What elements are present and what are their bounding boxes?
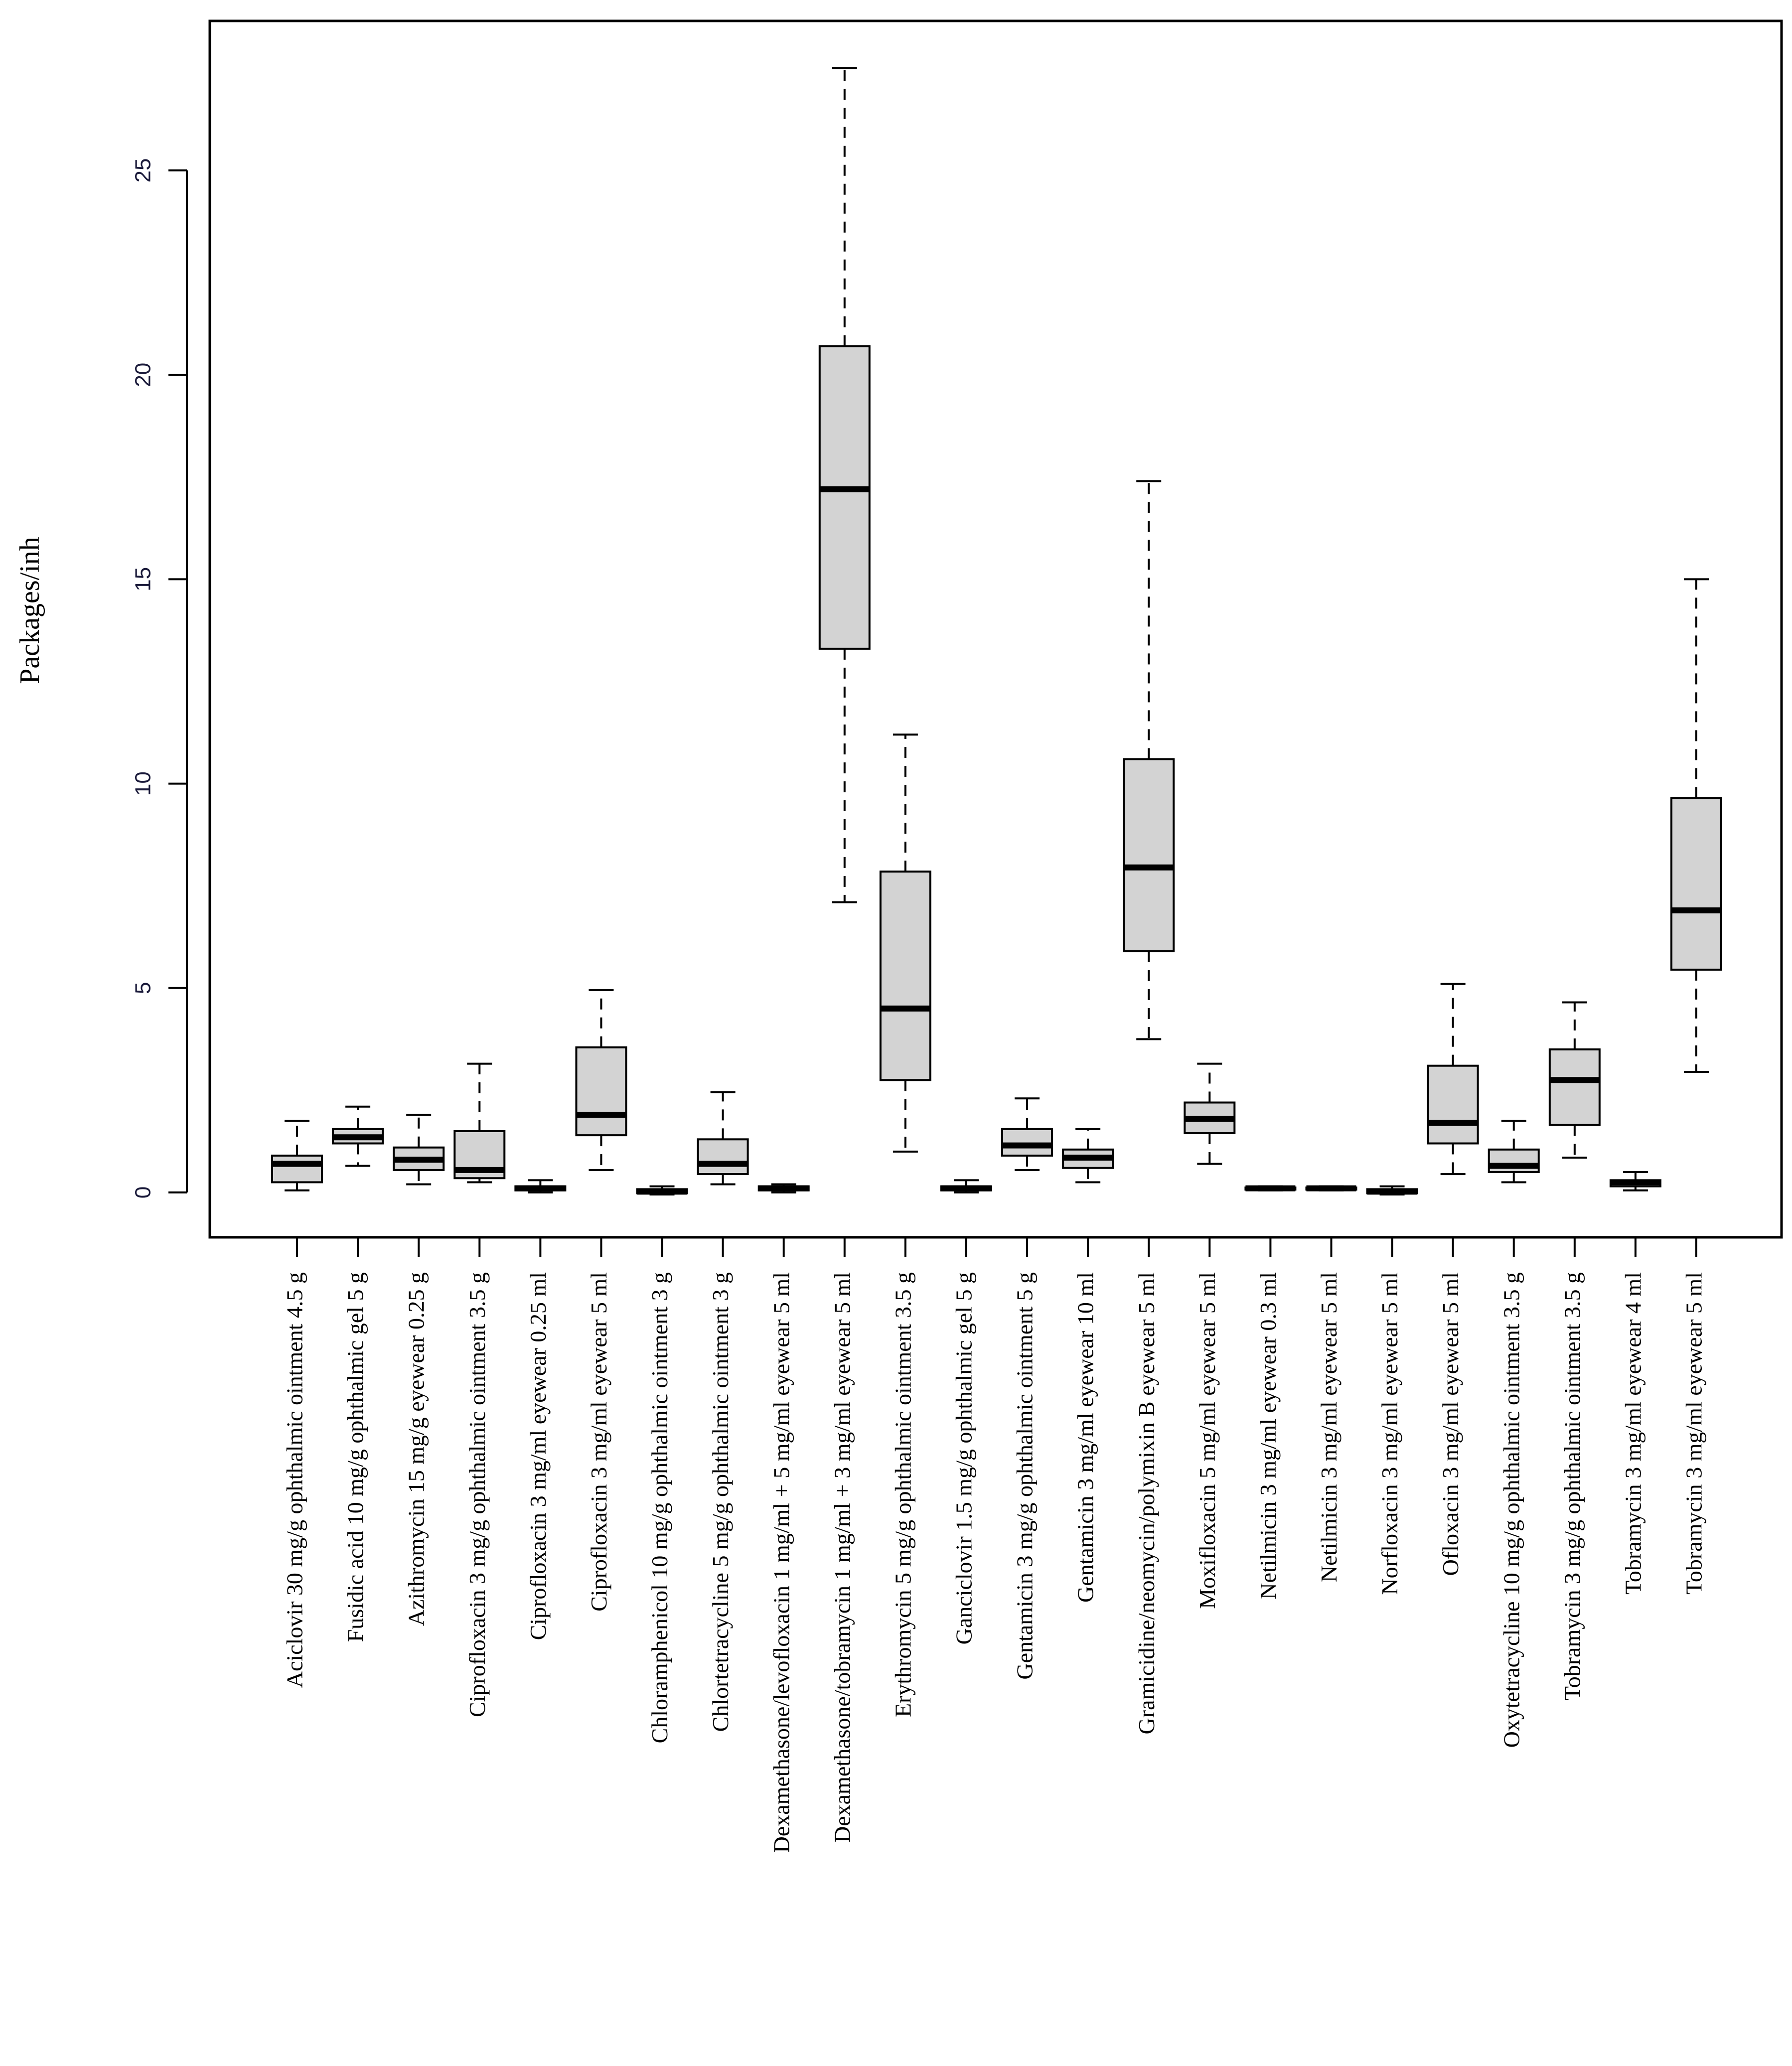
plot-frame bbox=[208, 19, 1783, 1239]
y-tick-label: 20 bbox=[131, 363, 155, 387]
y-tick-label: 25 bbox=[131, 158, 155, 183]
box-group bbox=[879, 734, 931, 1153]
box-group bbox=[697, 1091, 749, 1185]
iqr-box bbox=[1001, 1128, 1053, 1157]
iqr-box bbox=[879, 870, 931, 1081]
x-tick-label: Chlortetracycline 5 mg/g ophthalmic oint… bbox=[708, 1272, 733, 1732]
box-group bbox=[271, 1120, 323, 1191]
iqr-box bbox=[271, 1155, 323, 1183]
iqr-box bbox=[1123, 758, 1175, 952]
iqr-box bbox=[1548, 1048, 1601, 1126]
x-tick-label: Ciprofloxacin 3 mg/ml eyewear 5 ml bbox=[586, 1272, 611, 1612]
box-group bbox=[636, 1185, 688, 1196]
x-tick-label: Dexamethasone/levofloxacin 1 mg/ml + 5 m… bbox=[768, 1272, 794, 1853]
x-tick-label: Dexamethasone/tobramycin 1 mg/ml + 3 mg/… bbox=[829, 1272, 855, 1843]
iqr-box bbox=[575, 1046, 627, 1137]
x-tick-label: Ofloxacin 3 mg/ml eyewear 5 ml bbox=[1438, 1272, 1463, 1576]
box-group bbox=[1305, 1185, 1357, 1191]
x-tick-label: Netilmicin 3 mg/ml eyewear 0.3 ml bbox=[1255, 1272, 1281, 1600]
box-group bbox=[1244, 1185, 1297, 1191]
x-tick-label: Chloramphenicol 10 mg/g ophthalmic ointm… bbox=[647, 1272, 672, 1743]
x-tick-label: Moxifloxacin 5 mg/ml eyewear 5 ml bbox=[1195, 1272, 1220, 1609]
y-axis-label: Packages/inh bbox=[14, 537, 45, 684]
iqr-box bbox=[1670, 797, 1722, 971]
iqr-box bbox=[1427, 1064, 1479, 1145]
box-group bbox=[575, 989, 627, 1171]
x-tick-label: Erythromycin 5 mg/g ophthalmic ointment … bbox=[890, 1272, 915, 1717]
box-group bbox=[1366, 1185, 1418, 1196]
x-tick-label: Ganciclovir 1.5 mg/g ophthalmic gel 5 g bbox=[951, 1272, 977, 1644]
x-tick-label: Gentamicin 3 mg/g ophthalmic ointment 5 … bbox=[1012, 1272, 1038, 1680]
box-group bbox=[1184, 1062, 1236, 1165]
box-group bbox=[453, 1062, 506, 1183]
y-tick-label: 15 bbox=[131, 567, 155, 591]
x-tick-label: Tobramycin 3 mg/ml eyewear 5 ml bbox=[1681, 1272, 1707, 1595]
box-group bbox=[514, 1179, 567, 1193]
x-tick-label: Aciclovir 30 mg/g ophthalmic ointment 4.… bbox=[282, 1272, 307, 1688]
box-group bbox=[1427, 983, 1479, 1176]
box-group bbox=[1062, 1128, 1114, 1183]
box-group bbox=[818, 67, 871, 903]
x-tick-label: Gramicidine/neomycin/polymixin B eyewear… bbox=[1134, 1272, 1159, 1734]
x-tick-label: Oxytetracycline 10 mg/g ophthalmic ointm… bbox=[1498, 1272, 1524, 1748]
y-tick-label: 10 bbox=[131, 771, 155, 796]
iqr-box bbox=[697, 1138, 749, 1176]
x-tick-label: Norfloxacin 3 mg/ml eyewear 5 ml bbox=[1377, 1272, 1402, 1595]
box-group bbox=[393, 1114, 445, 1185]
x-tick-label: Fusidic acid 10 mg/g ophthalmic gel 5 g bbox=[343, 1272, 368, 1642]
box-group bbox=[332, 1105, 384, 1167]
x-tick-label: Azithromycin 15 mg/g eyewear 0.25 g bbox=[404, 1272, 429, 1626]
y-tick-label: 0 bbox=[131, 1186, 155, 1198]
box-group bbox=[1488, 1120, 1540, 1183]
box-group bbox=[1001, 1097, 1053, 1171]
boxes bbox=[271, 67, 1722, 1196]
x-tick-label: Ciprofloxacin 3 mg/g ophthalmic ointment… bbox=[464, 1272, 490, 1717]
box-group bbox=[757, 1183, 810, 1193]
x-tick-label: Netilmicin 3 mg/ml eyewear 5 ml bbox=[1316, 1272, 1342, 1582]
box-group bbox=[1548, 1001, 1601, 1159]
box-group bbox=[1123, 480, 1175, 1040]
y-tick-label: 5 bbox=[131, 982, 155, 994]
iqr-box bbox=[818, 345, 871, 650]
x-tick-label: Tobramycin 3 mg/g ophthalmic ointment 3.… bbox=[1559, 1272, 1585, 1700]
box-group bbox=[1670, 578, 1722, 1073]
x-tick-label: Tobramycin 3 mg/ml eyewear 4 ml bbox=[1620, 1272, 1645, 1595]
x-tick-label: Gentamicin 3 mg/ml eyewear 10 ml bbox=[1073, 1272, 1098, 1603]
x-axis-labels: Aciclovir 30 mg/g ophthalmic ointment 4.… bbox=[282, 1237, 1707, 1853]
y-axis: 0 5 10 15 20 25 bbox=[131, 158, 188, 1198]
box-group bbox=[1609, 1171, 1661, 1191]
x-tick-label: Ciprofloxacin 3 mg/ml eyewear 0.25 ml bbox=[525, 1272, 551, 1640]
box-group bbox=[940, 1179, 992, 1193]
